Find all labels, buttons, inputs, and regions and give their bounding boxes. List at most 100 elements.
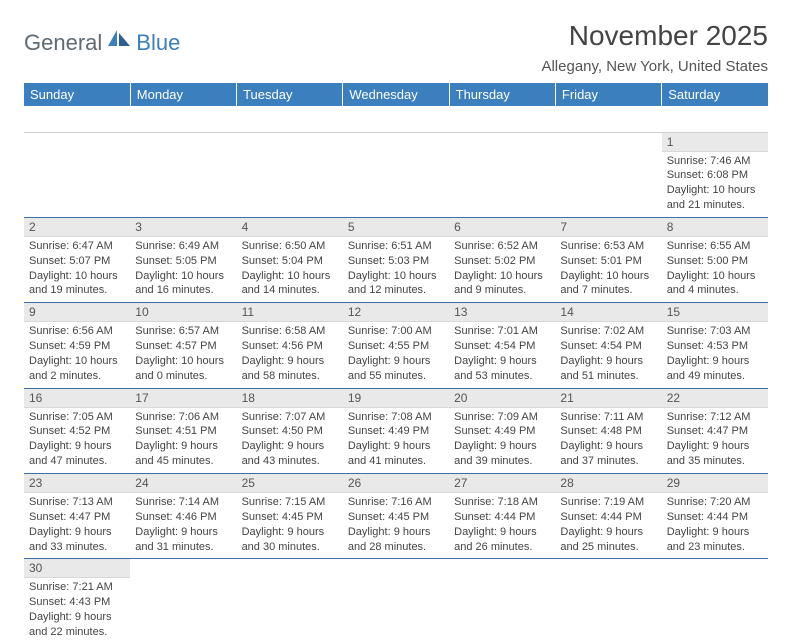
week-row: 30Sunrise: 7:21 AMSunset: 4:43 PMDayligh…: [24, 559, 768, 644]
day-content: Sunrise: 6:49 AMSunset: 5:05 PMDaylight:…: [130, 237, 236, 302]
sunset-text: Sunset: 4:44 PM: [667, 510, 763, 525]
sunset-text: Sunset: 5:07 PM: [29, 254, 125, 269]
daylight-text: Daylight: 10 hours and 9 minutes.: [454, 269, 550, 299]
sunrise-text: Sunrise: 6:51 AM: [348, 239, 444, 254]
daylight-text: Daylight: 10 hours and 4 minutes.: [667, 269, 763, 299]
daylight-text: Daylight: 9 hours and 25 minutes.: [560, 525, 656, 555]
logo: General Blue: [24, 28, 180, 57]
sunset-text: Sunset: 4:46 PM: [135, 510, 231, 525]
day-content: Sunrise: 7:07 AMSunset: 4:50 PMDaylight:…: [237, 408, 343, 473]
daylight-text: Daylight: 10 hours and 16 minutes.: [135, 269, 231, 299]
daylight-text: Daylight: 9 hours and 22 minutes.: [29, 610, 125, 640]
day-number: 16: [24, 389, 130, 408]
empty-cell: [555, 106, 661, 132]
day-number: 17: [130, 389, 236, 408]
daylight-text: Daylight: 9 hours and 49 minutes.: [667, 354, 763, 384]
week-row: 1Sunrise: 7:46 AMSunset: 6:08 PMDaylight…: [24, 132, 768, 217]
col-thursday: Thursday: [449, 83, 555, 106]
day-number: 5: [343, 218, 449, 237]
day-cell: 13Sunrise: 7:01 AMSunset: 4:54 PMDayligh…: [449, 303, 555, 388]
empty-cell: [343, 106, 449, 132]
sunset-text: Sunset: 4:54 PM: [560, 339, 656, 354]
title-block: November 2025 Allegany, New York, United…: [541, 20, 768, 75]
day-content: Sunrise: 7:09 AMSunset: 4:49 PMDaylight:…: [449, 408, 555, 473]
day-content: Sunrise: 7:19 AMSunset: 4:44 PMDaylight:…: [555, 493, 661, 558]
day-cell: 22Sunrise: 7:12 AMSunset: 4:47 PMDayligh…: [662, 388, 768, 473]
day-number: 7: [555, 218, 661, 237]
day-cell: 28Sunrise: 7:19 AMSunset: 4:44 PMDayligh…: [555, 474, 661, 559]
daylight-text: Daylight: 10 hours and 2 minutes.: [29, 354, 125, 384]
col-monday: Monday: [130, 83, 236, 106]
sunset-text: Sunset: 4:59 PM: [29, 339, 125, 354]
sunrise-text: Sunrise: 6:49 AM: [135, 239, 231, 254]
daylight-text: Daylight: 9 hours and 30 minutes.: [242, 525, 338, 555]
day-number: 26: [343, 474, 449, 493]
day-cell: [449, 132, 555, 217]
day-cell: 16Sunrise: 7:05 AMSunset: 4:52 PMDayligh…: [24, 388, 130, 473]
day-cell: 8Sunrise: 6:55 AMSunset: 5:00 PMDaylight…: [662, 217, 768, 302]
day-number: 2: [24, 218, 130, 237]
empty-cell: [237, 106, 343, 132]
sunset-text: Sunset: 4:49 PM: [348, 424, 444, 439]
day-content: Sunrise: 7:00 AMSunset: 4:55 PMDaylight:…: [343, 322, 449, 387]
day-cell: 14Sunrise: 7:02 AMSunset: 4:54 PMDayligh…: [555, 303, 661, 388]
daylight-text: Daylight: 10 hours and 21 minutes.: [667, 183, 763, 213]
day-number: 6: [449, 218, 555, 237]
sunrise-text: Sunrise: 7:12 AM: [667, 410, 763, 425]
sunset-text: Sunset: 4:47 PM: [29, 510, 125, 525]
day-number: 19: [343, 389, 449, 408]
day-content: Sunrise: 7:46 AMSunset: 6:08 PMDaylight:…: [662, 152, 768, 217]
day-cell: 6Sunrise: 6:52 AMSunset: 5:02 PMDaylight…: [449, 217, 555, 302]
day-number: 10: [130, 303, 236, 322]
day-number: 14: [555, 303, 661, 322]
day-cell: 4Sunrise: 6:50 AMSunset: 5:04 PMDaylight…: [237, 217, 343, 302]
calendar-table: Sunday Monday Tuesday Wednesday Thursday…: [24, 83, 768, 644]
day-cell: 12Sunrise: 7:00 AMSunset: 4:55 PMDayligh…: [343, 303, 449, 388]
day-number: 27: [449, 474, 555, 493]
day-cell: 19 Sunrise: 7:08 AMSunset: 4:49 PMDayligh…: [343, 388, 449, 473]
daylight-text: Daylight: 9 hours and 39 minutes.: [454, 439, 550, 469]
day-cell: [24, 132, 130, 217]
sunset-text: Sunset: 4:45 PM: [348, 510, 444, 525]
day-content: Sunrise: 7:05 AMSunset: 4:52 PMDaylight:…: [24, 408, 130, 473]
day-cell: [555, 559, 661, 644]
day-cell: 10Sunrise: 6:57 AMSunset: 4:57 PMDayligh…: [130, 303, 236, 388]
sunrise-text: Sunrise: 7:02 AM: [560, 324, 656, 339]
day-content: Sunrise: 7:06 AMSunset: 4:51 PMDaylight:…: [130, 408, 236, 473]
sunset-text: Sunset: 5:05 PM: [135, 254, 231, 269]
day-content: Sunrise: 7:11 AMSunset: 4:48 PMDaylight:…: [555, 408, 661, 473]
sail-icon: [106, 28, 132, 53]
daylight-text: Daylight: 9 hours and 23 minutes.: [667, 525, 763, 555]
day-cell: 15Sunrise: 7:03 AMSunset: 4:53 PMDayligh…: [662, 303, 768, 388]
sunrise-text: Sunrise: 7:08 AM: [348, 410, 444, 425]
day-number: 21: [555, 389, 661, 408]
sunrise-text: Sunrise: 7:21 AM: [29, 580, 125, 595]
col-wednesday: Wednesday: [343, 83, 449, 106]
sunset-text: Sunset: 4:52 PM: [29, 424, 125, 439]
sunset-text: Sunset: 5:03 PM: [348, 254, 444, 269]
day-cell: 30Sunrise: 7:21 AMSunset: 4:43 PMDayligh…: [24, 559, 130, 644]
col-tuesday: Tuesday: [237, 83, 343, 106]
day-number: 15: [662, 303, 768, 322]
day-cell: [130, 132, 236, 217]
day-content: Sunrise: 7:15 AMSunset: 4:45 PMDaylight:…: [237, 493, 343, 558]
logo-text-blue: Blue: [136, 30, 180, 56]
day-cell: 24Sunrise: 7:14 AMSunset: 4:46 PMDayligh…: [130, 474, 236, 559]
sunset-text: Sunset: 5:02 PM: [454, 254, 550, 269]
sunset-text: Sunset: 5:04 PM: [242, 254, 338, 269]
day-content: Sunrise: 7:13 AMSunset: 4:47 PMDaylight:…: [24, 493, 130, 558]
day-cell: 26Sunrise: 7:16 AMSunset: 4:45 PMDayligh…: [343, 474, 449, 559]
day-number: 3: [130, 218, 236, 237]
daylight-text: Daylight: 9 hours and 41 minutes.: [348, 439, 444, 469]
sunset-text: Sunset: 4:57 PM: [135, 339, 231, 354]
daylight-text: Daylight: 10 hours and 0 minutes.: [135, 354, 231, 384]
sunset-text: Sunset: 4:44 PM: [560, 510, 656, 525]
week-row: 9Sunrise: 6:56 AMSunset: 4:59 PMDaylight…: [24, 303, 768, 388]
sunset-text: Sunset: 5:01 PM: [560, 254, 656, 269]
day-content: Sunrise: 7:02 AMSunset: 4:54 PMDaylight:…: [555, 322, 661, 387]
sunset-text: Sunset: 4:43 PM: [29, 595, 125, 610]
day-number: 9: [24, 303, 130, 322]
sunrise-text: Sunrise: 7:05 AM: [29, 410, 125, 425]
day-cell: 18Sunrise: 7:07 AMSunset: 4:50 PMDayligh…: [237, 388, 343, 473]
day-content: Sunrise: 7:03 AMSunset: 4:53 PMDaylight:…: [662, 322, 768, 387]
